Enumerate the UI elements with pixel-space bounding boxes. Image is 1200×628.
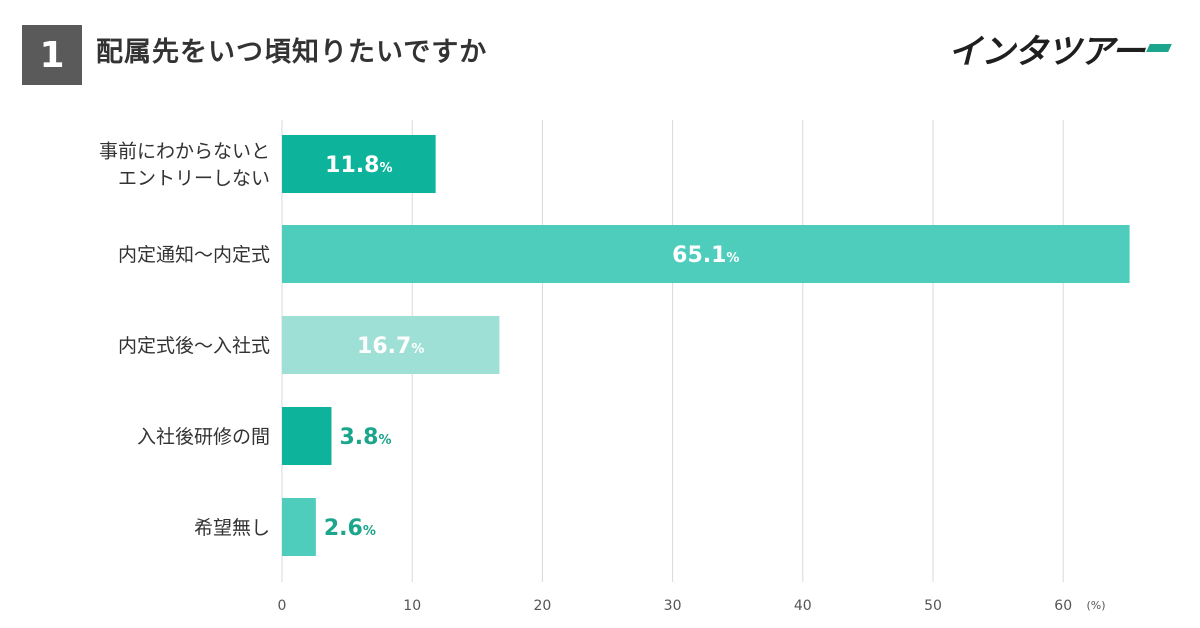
x-tick-label-50: 50 <box>924 598 942 614</box>
x-tick-label-40: 40 <box>794 598 812 614</box>
x-tick-label-30: 30 <box>664 598 682 614</box>
brand-logo: インタツアー <box>948 24 1178 76</box>
data-label-0: 11.8% <box>325 153 392 178</box>
x-tick-label-60: 60 <box>1054 598 1072 614</box>
header: 1 配属先をいつ頃知りたいですか <box>0 0 1200 100</box>
x-tick-label-0: 0 <box>278 598 287 614</box>
question-number-badge: 1 <box>22 25 82 85</box>
bar-2 <box>282 316 500 374</box>
x-tick-label-10: 10 <box>403 598 421 614</box>
x-tick-label-20: 20 <box>533 598 551 614</box>
question-title: 配属先をいつ頃知りたいですか <box>96 37 488 68</box>
category-label-4: 希望無し <box>194 517 270 539</box>
bar-3 <box>282 407 332 465</box>
data-label-4: 2.6% <box>324 516 376 541</box>
category-label-2: 内定式後〜入社式 <box>118 335 270 357</box>
bar-4 <box>282 498 316 556</box>
data-label-3: 3.8% <box>339 425 391 450</box>
brand-logo-text: インタツアー <box>948 32 1145 72</box>
data-label-1: 65.1% <box>672 243 739 268</box>
data-label-2: 16.7% <box>357 334 424 359</box>
bar-1 <box>282 225 1130 283</box>
category-label-0-line-0: 事前にわからないと <box>99 141 270 163</box>
bar-0 <box>282 135 436 193</box>
category-label-0-line-1: エントリーしない <box>118 168 270 190</box>
x-axis-unit: (%) <box>1086 599 1105 612</box>
category-label-3: 入社後研修の間 <box>137 426 270 448</box>
category-label-1: 内定通知〜内定式 <box>118 244 270 266</box>
